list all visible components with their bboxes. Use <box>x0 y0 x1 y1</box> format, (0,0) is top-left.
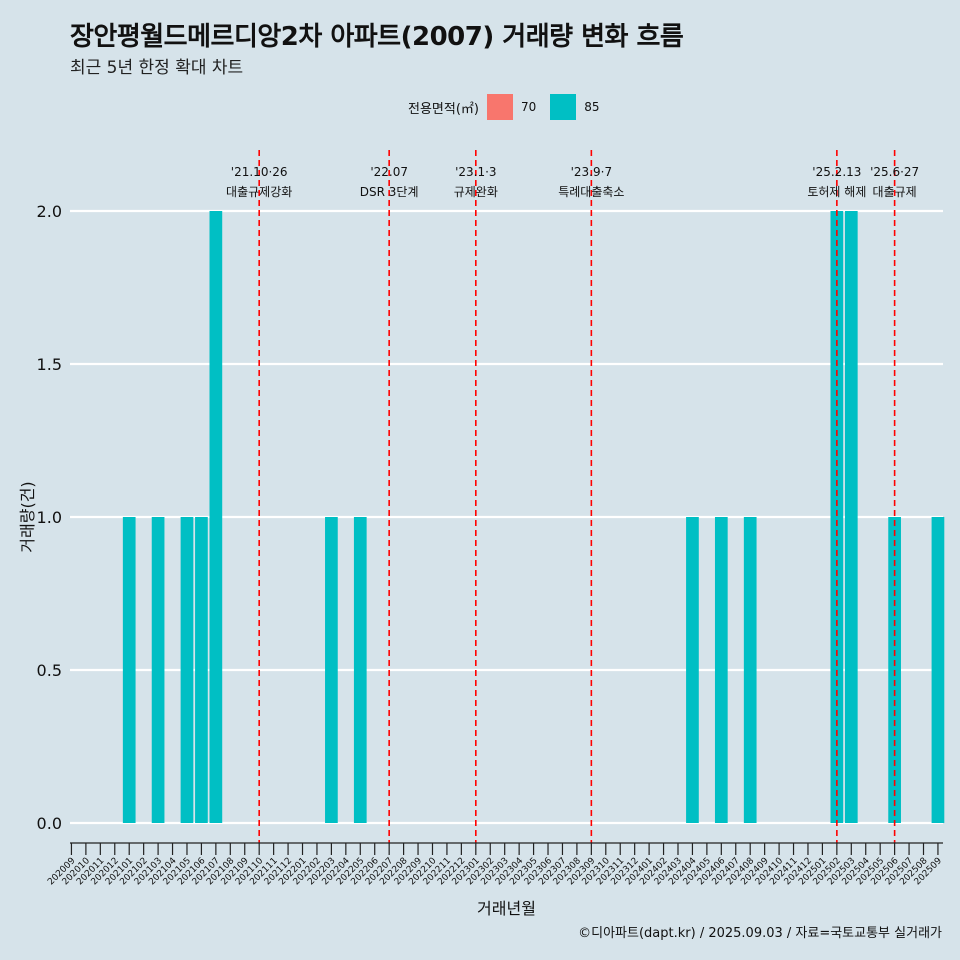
bar-85-202203 <box>325 517 338 823</box>
bar-85-202205 <box>353 517 367 823</box>
bar-85-202101 <box>122 517 136 823</box>
event-label: 규제완화 <box>454 185 498 199</box>
bar-85-202509 <box>931 517 945 823</box>
y-tick-label: 1.0 <box>37 508 62 527</box>
x-axis-title: 거래년월 <box>477 899 536 918</box>
bar-85-202103 <box>151 517 165 823</box>
bar-85-202502 <box>830 211 844 823</box>
legend: 전용면적(㎡) 70 85 <box>408 93 614 121</box>
event-label: 토허제 해제 <box>807 185 866 199</box>
bar-85-202105 <box>180 517 194 823</box>
source-caption: ©디아파트(dapt.kr) / 2025.09.03 / 자료=국토교통부 실… <box>578 926 942 941</box>
event-label: 대출규제강화 <box>226 185 292 199</box>
y-tick-label: 0.0 <box>37 814 62 833</box>
event-label: 대출규제 <box>873 185 917 199</box>
bar-85-202106 <box>195 517 208 823</box>
bar-85-202503 <box>844 211 858 823</box>
chart-subtitle: 최근 5년 한정 확대 차트 <box>70 58 244 78</box>
legend-title: 전용면적(㎡) <box>408 101 479 117</box>
bar-85-202408 <box>743 517 757 823</box>
event-date: '23.1·3 <box>455 165 496 179</box>
event-date: '25.6·27 <box>870 165 919 179</box>
event-date: '21.10·26 <box>231 165 288 179</box>
chart-title: 장안평월드메르디앙2차 아파트(2007) 거래량 변화 흐름 <box>70 22 684 52</box>
bar-85-202107 <box>209 211 223 823</box>
y-tick-label: 2.0 <box>37 202 62 221</box>
legend-swatch-85 <box>550 94 577 120</box>
y-axis-title: 거래량(건) <box>18 481 37 552</box>
legend-swatch-70 <box>486 94 513 120</box>
legend-label-85: 85 <box>584 100 600 114</box>
event-date: '22.07 <box>370 165 408 179</box>
event-label: 특례대출축소 <box>558 185 624 199</box>
y-tick-label: 0.5 <box>37 661 62 680</box>
bar-85-202406 <box>714 517 728 823</box>
event-date: '23.9·7 <box>571 165 612 179</box>
legend-label-70: 70 <box>520 100 537 114</box>
event-label: DSR 3단계 <box>360 185 419 199</box>
event-date: '25.2.13 <box>812 165 861 179</box>
bar-85-202404 <box>686 517 699 823</box>
y-tick-label: 1.5 <box>37 355 62 374</box>
